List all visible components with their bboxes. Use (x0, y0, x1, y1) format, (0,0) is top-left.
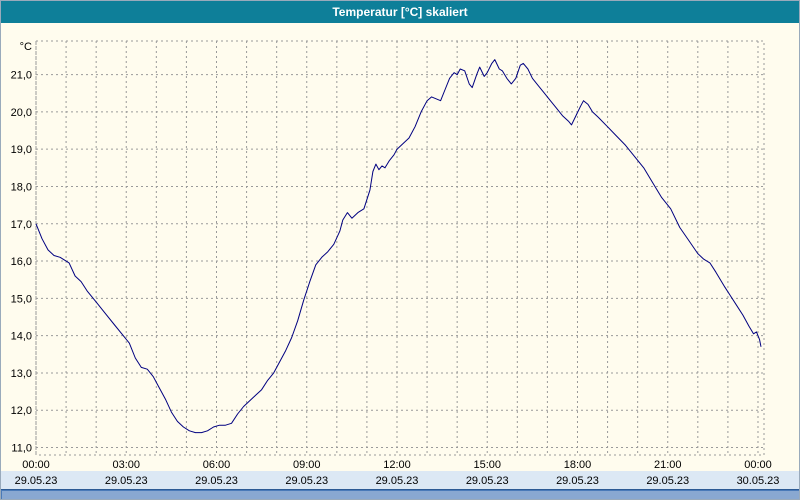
y-tick-label: 15,0 (11, 293, 32, 305)
y-tick-label: 14,0 (11, 331, 32, 343)
x-tick-date-label: 29.05.23 (376, 475, 419, 487)
x-tick-time-label: 09:00 (293, 459, 321, 471)
scrollbar-thumb[interactable] (2, 491, 799, 499)
y-tick-label: 16,0 (11, 256, 32, 268)
temperature-line (35, 59, 762, 434)
x-tick-time-label: 00:00 (744, 459, 772, 471)
plot-background (1, 23, 799, 489)
horizontal-scrollbar[interactable] (1, 489, 799, 499)
x-tick-time-label: 18:00 (564, 459, 592, 471)
window-title-bar: Temperatur [°C] skaliert (1, 1, 799, 23)
chart-area: 21,0 20,0 19,0 18,0 17,0 16,0 15,0 14,0 13,0 12,0… (1, 23, 799, 489)
x-tick-date-label: 29.05.23 (466, 475, 509, 487)
x-tick-time-label: 00:00 (22, 459, 50, 471)
y-tick-label: 13,0 (11, 368, 32, 380)
x-tick-time-label: 15:00 (473, 459, 501, 471)
y-tick-label: 12,0 (11, 405, 32, 417)
y-tick-label: 17,0 (11, 219, 32, 231)
gridlines (35, 41, 764, 455)
x-tick-time-label: 03:00 (112, 459, 140, 471)
plot-frame (35, 40, 765, 456)
x-tick-date-label: 29.05.23 (556, 475, 599, 487)
x-tick-date-label: 29.05.23 (195, 475, 238, 487)
x-tick-time-label: 06:00 (203, 459, 231, 471)
x-tick-time-label: 12:00 (383, 459, 411, 471)
y-tick-label: 21,0 (11, 70, 32, 82)
window-title: Temperatur [°C] skaliert (332, 5, 468, 19)
x-tick-date-label: 29.05.23 (15, 475, 58, 487)
x-tick-time-label: 21:00 (654, 459, 682, 471)
y-axis-unit-label: °C (20, 41, 32, 53)
y-tick-label: 11,0 (11, 443, 32, 455)
date-band (1, 471, 799, 489)
x-tick-date-label: 29.05.23 (646, 475, 689, 487)
x-tick-date-label: 29.05.23 (285, 475, 328, 487)
y-tick-label: 18,0 (11, 181, 32, 193)
y-tick-label: 19,0 (11, 144, 32, 156)
x-tick-date-label: 30.05.23 (737, 475, 780, 487)
temperature-chart: 21,0 20,0 19,0 18,0 17,0 16,0 15,0 14,0 13,0 12,0… (1, 23, 799, 489)
x-tick-date-label: 29.05.23 (105, 475, 148, 487)
y-tick-label: 20,0 (11, 107, 32, 119)
